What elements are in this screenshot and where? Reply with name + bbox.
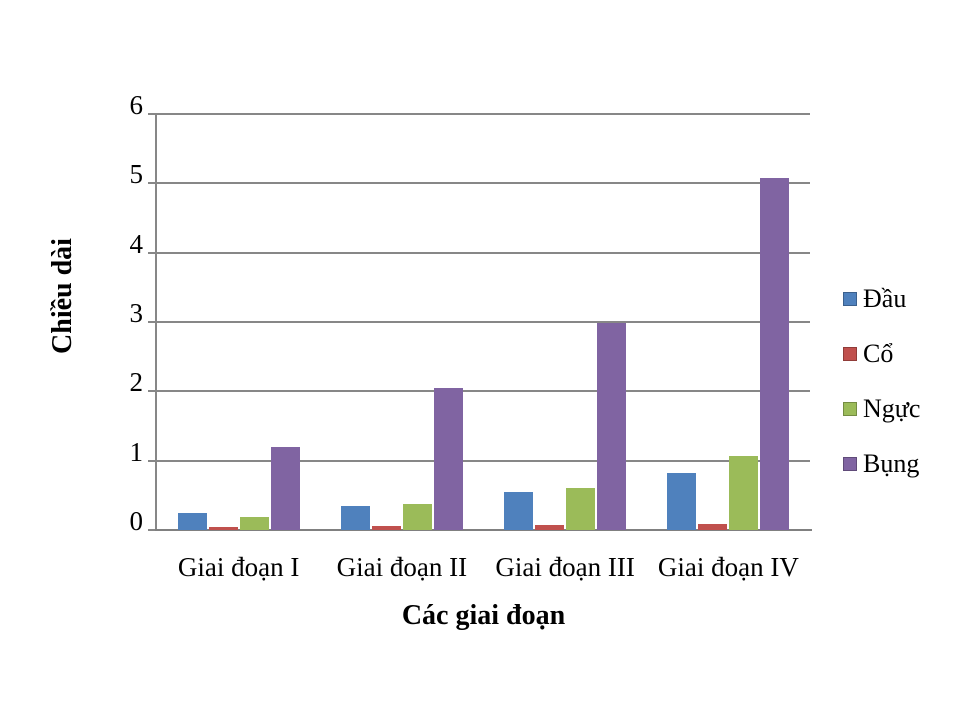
- x-axis-line: [155, 529, 812, 531]
- bar-series-0: [177, 512, 207, 530]
- gridline: [157, 321, 810, 323]
- x-tick-label: Giai đoạn I: [177, 552, 300, 582]
- y-axis-title: Chiều dài: [47, 238, 78, 354]
- x-tick-label: Giai đoạn IV: [657, 552, 799, 582]
- plot-area: 0 1 2 3 4 5 6: [130, 92, 812, 535]
- y-tick-mark: [148, 529, 157, 531]
- bar-series-2: [729, 455, 759, 530]
- bar-series-2: [566, 488, 596, 530]
- y-tick-label: 2: [129, 367, 144, 398]
- legend-item: Cổ: [843, 339, 920, 369]
- legend-swatch: [843, 402, 857, 416]
- y-tick-label: 6: [129, 90, 144, 120]
- legend-item: Ngực: [843, 394, 920, 424]
- bar-series-1: [371, 525, 401, 530]
- legend-label: Cổ: [863, 339, 894, 368]
- y-tick-label: 3: [129, 298, 144, 328]
- legend-swatch: [843, 457, 857, 471]
- bar-series-2: [402, 503, 432, 530]
- x-tick-labels: Giai đoạn I Giai đoạn II Giai đoạn III Giai…: [157, 551, 810, 583]
- y-tick-label: 5: [129, 159, 144, 190]
- gridline: [157, 113, 810, 115]
- gridline: [157, 251, 810, 254]
- x-tick-label: Giai đoạn III: [495, 552, 635, 582]
- bar-series-1: [698, 523, 728, 530]
- bar-group: [320, 114, 483, 530]
- bar-series-3: [597, 323, 627, 530]
- legend-swatch: [843, 347, 857, 361]
- legend-item: Bụng: [843, 449, 920, 479]
- bar-series-2: [239, 516, 269, 530]
- bar-series-1: [535, 524, 565, 530]
- bar-series-0: [504, 491, 534, 530]
- x-tick-label: Giai đoạn II: [336, 552, 468, 582]
- gridline: [157, 390, 810, 393]
- gridline: [157, 459, 810, 462]
- legend-swatch: [843, 292, 857, 306]
- bar-series-1: [208, 526, 238, 530]
- y-tick-label: 4: [129, 228, 144, 259]
- legend-label: Ngực: [863, 394, 921, 423]
- legend: Đầu Cổ Ngực Bụng: [843, 284, 920, 504]
- bar-series-3: [433, 387, 463, 530]
- gridline: [157, 182, 810, 185]
- y-tick-label: 0: [129, 506, 144, 536]
- bar-series-0: [667, 472, 697, 530]
- legend-label: Bụng: [863, 449, 920, 478]
- bar-group: [157, 114, 320, 530]
- legend-item: Đầu: [843, 284, 920, 314]
- y-tick-mark: [148, 251, 157, 254]
- y-axis-line: [155, 114, 157, 530]
- bar-series-0: [340, 505, 370, 530]
- bars-layer: [157, 114, 810, 530]
- y-tick-mark: [148, 182, 157, 185]
- bar-series-3: [760, 177, 790, 530]
- bar-group: [484, 114, 647, 530]
- bar-series-3: [270, 446, 300, 530]
- bar-group: [647, 114, 810, 530]
- y-tick-mark: [148, 390, 157, 393]
- y-tick-mark: [148, 459, 157, 462]
- legend-label: Đầu: [863, 284, 907, 313]
- y-tick-mark: [148, 113, 157, 115]
- x-axis-title: Các giai đoạn: [401, 600, 566, 631]
- y-tick-label: 1: [129, 436, 144, 467]
- y-tick-mark: [148, 321, 157, 323]
